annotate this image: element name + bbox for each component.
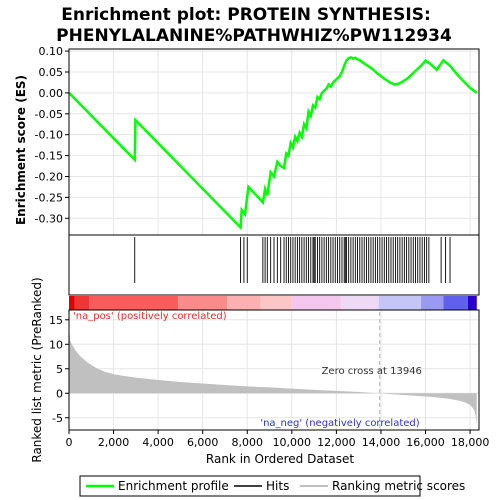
- hits-panel: [68, 234, 480, 296]
- es-y-tick-label: -0.30: [35, 212, 63, 225]
- es-y-tick-label: -0.15: [35, 150, 63, 163]
- metric-x-tick-label: 16,000: [406, 436, 445, 449]
- chart-title-line-1: Enrichment plot: PROTEIN SYNTHESIS:: [61, 5, 431, 25]
- metric-y-tick-label: 0: [56, 387, 63, 400]
- metric-x-tick-label: 2,000: [98, 436, 130, 449]
- heatbar-segment: [421, 296, 444, 310]
- metric-y-tick-label: 15: [49, 314, 63, 327]
- es-y-tick-label: -0.25: [35, 191, 63, 204]
- metric-x-tick-label: 14,000: [362, 436, 401, 449]
- heatbar-segment: [227, 296, 261, 310]
- metric-x-axis-label: Rank in Ordered Dataset: [206, 452, 354, 466]
- metric-x-tick-label: 6,000: [187, 436, 219, 449]
- heatbar-segment: [340, 296, 379, 310]
- metric-x-ticks: 0 2,000 4,000 6,000 8,000 10,000 12,000 14,000 1…: [66, 430, 490, 449]
- negative-correlation-label: 'na_neg' (negatively correlated): [260, 418, 419, 429]
- metric-panel-frame: [68, 309, 480, 431]
- metric-y-tick-label: -5: [52, 412, 63, 425]
- metric-x-tick-label: 12,000: [317, 436, 356, 449]
- metric-x-tick-label: 18,000: [451, 436, 490, 449]
- legend-hits-label: Hits: [266, 479, 289, 493]
- es-gridlines: [68, 49, 479, 235]
- es-y-tick-label: -0.05: [35, 108, 63, 121]
- heatbar-segment: [69, 296, 75, 310]
- ranking-color-bar: [69, 296, 477, 310]
- metric-y-tick-label: 10: [49, 338, 63, 351]
- metric-x-tick-label: 4,000: [142, 436, 174, 449]
- metric-y-ticks: -5 0 5 10 15: [49, 314, 69, 425]
- hits-panel-frame: [68, 234, 480, 296]
- heatbar-segment: [378, 296, 422, 310]
- metric-y-axis-label: Ranked list metric (PreRanked): [30, 277, 44, 462]
- enrichment-panel: -0.30 -0.25 -0.20 -0.15 -0.10 -0.05 0.00 0.05 0.…: [14, 45, 480, 236]
- metric-panel: Zero cross at 13946 'na_pos' (positively…: [30, 277, 489, 466]
- hit-markers: [134, 237, 451, 283]
- zero-cross-label: Zero cross at 13946: [322, 366, 422, 377]
- es-y-tick-label: 0.05: [39, 66, 64, 79]
- es-y-tick-label: -0.10: [35, 129, 63, 142]
- metric-y-tick-label: 5: [56, 363, 63, 376]
- heatbar-segment: [74, 296, 90, 310]
- es-y-tick-label: 0.00: [39, 87, 64, 100]
- enrichment-profile-line: [68, 55, 478, 231]
- metric-x-tick-label: 0: [66, 436, 73, 449]
- heatbar-segment: [260, 296, 292, 310]
- es-y-tick-label: -0.20: [35, 170, 63, 183]
- legend-metric-label: Ranking metric scores: [332, 479, 465, 493]
- heatbar-segment: [89, 296, 179, 310]
- es-panel-frame: [68, 48, 480, 236]
- heatbar-segment: [467, 296, 477, 310]
- legend: Enrichment profile Hits Ranking metric s…: [79, 475, 465, 497]
- heatbar-segment: [291, 296, 341, 310]
- heatbar-segment: [178, 296, 228, 310]
- chart-title-line-2: PHENYLALANINE%PATHWHIZ%PW112934: [56, 26, 452, 46]
- legend-enrichment-label: Enrichment profile: [118, 479, 229, 493]
- metric-x-tick-label: 8,000: [232, 436, 264, 449]
- es-y-tick-label: 0.10: [39, 45, 64, 58]
- es-y-ticks: -0.30 -0.25 -0.20 -0.15 -0.10 -0.05 0.00 0.05 0.…: [35, 45, 69, 225]
- positive-correlation-label: 'na_pos' (positively correlated): [73, 311, 227, 322]
- es-y-axis-label: Enrichment score (ES): [14, 75, 28, 225]
- metric-x-tick-label: 10,000: [273, 436, 312, 449]
- heatbar-segment: [443, 296, 468, 310]
